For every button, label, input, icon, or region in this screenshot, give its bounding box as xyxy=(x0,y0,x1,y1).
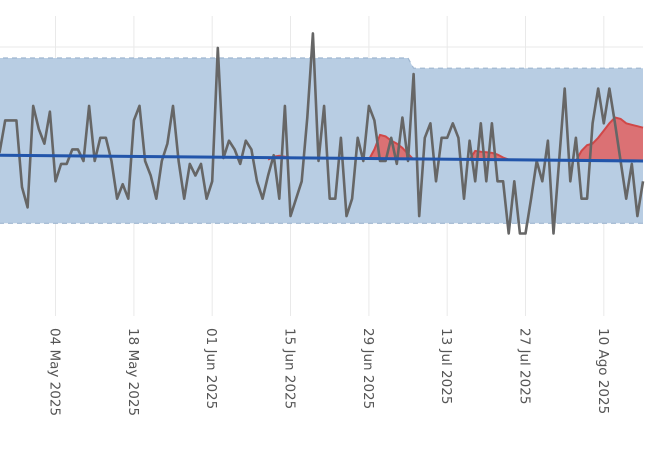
x-tick-label-4: 29 Jun 2025 xyxy=(360,328,376,409)
trend-line xyxy=(0,153,644,163)
x-tick-label-2: 01 Jun 2025 xyxy=(203,328,219,409)
trend-series xyxy=(0,153,644,163)
actual-line xyxy=(0,32,645,235)
x-tick-label-6: 27 Jul 2025 xyxy=(517,328,533,404)
actual-series xyxy=(0,32,645,235)
anomaly-area-3 xyxy=(575,117,643,161)
x-tick-label-7: 10 Ago 2025 xyxy=(595,328,611,414)
x-tick-label-5: 13 Jul 2025 xyxy=(438,328,454,404)
x-tick-label-1: 18 May 2025 xyxy=(125,328,141,416)
x-tick-label-0: 04 May 2025 xyxy=(47,328,63,416)
band-upper-edge xyxy=(0,57,643,69)
x-tick-label-3: 15 Jun 2025 xyxy=(282,328,298,409)
x-axis-ticks: 04 May 2025 18 May 2025 01 Jun 2025 15 Jun … xyxy=(47,328,611,416)
anomaly-edge-3 xyxy=(575,116,644,162)
